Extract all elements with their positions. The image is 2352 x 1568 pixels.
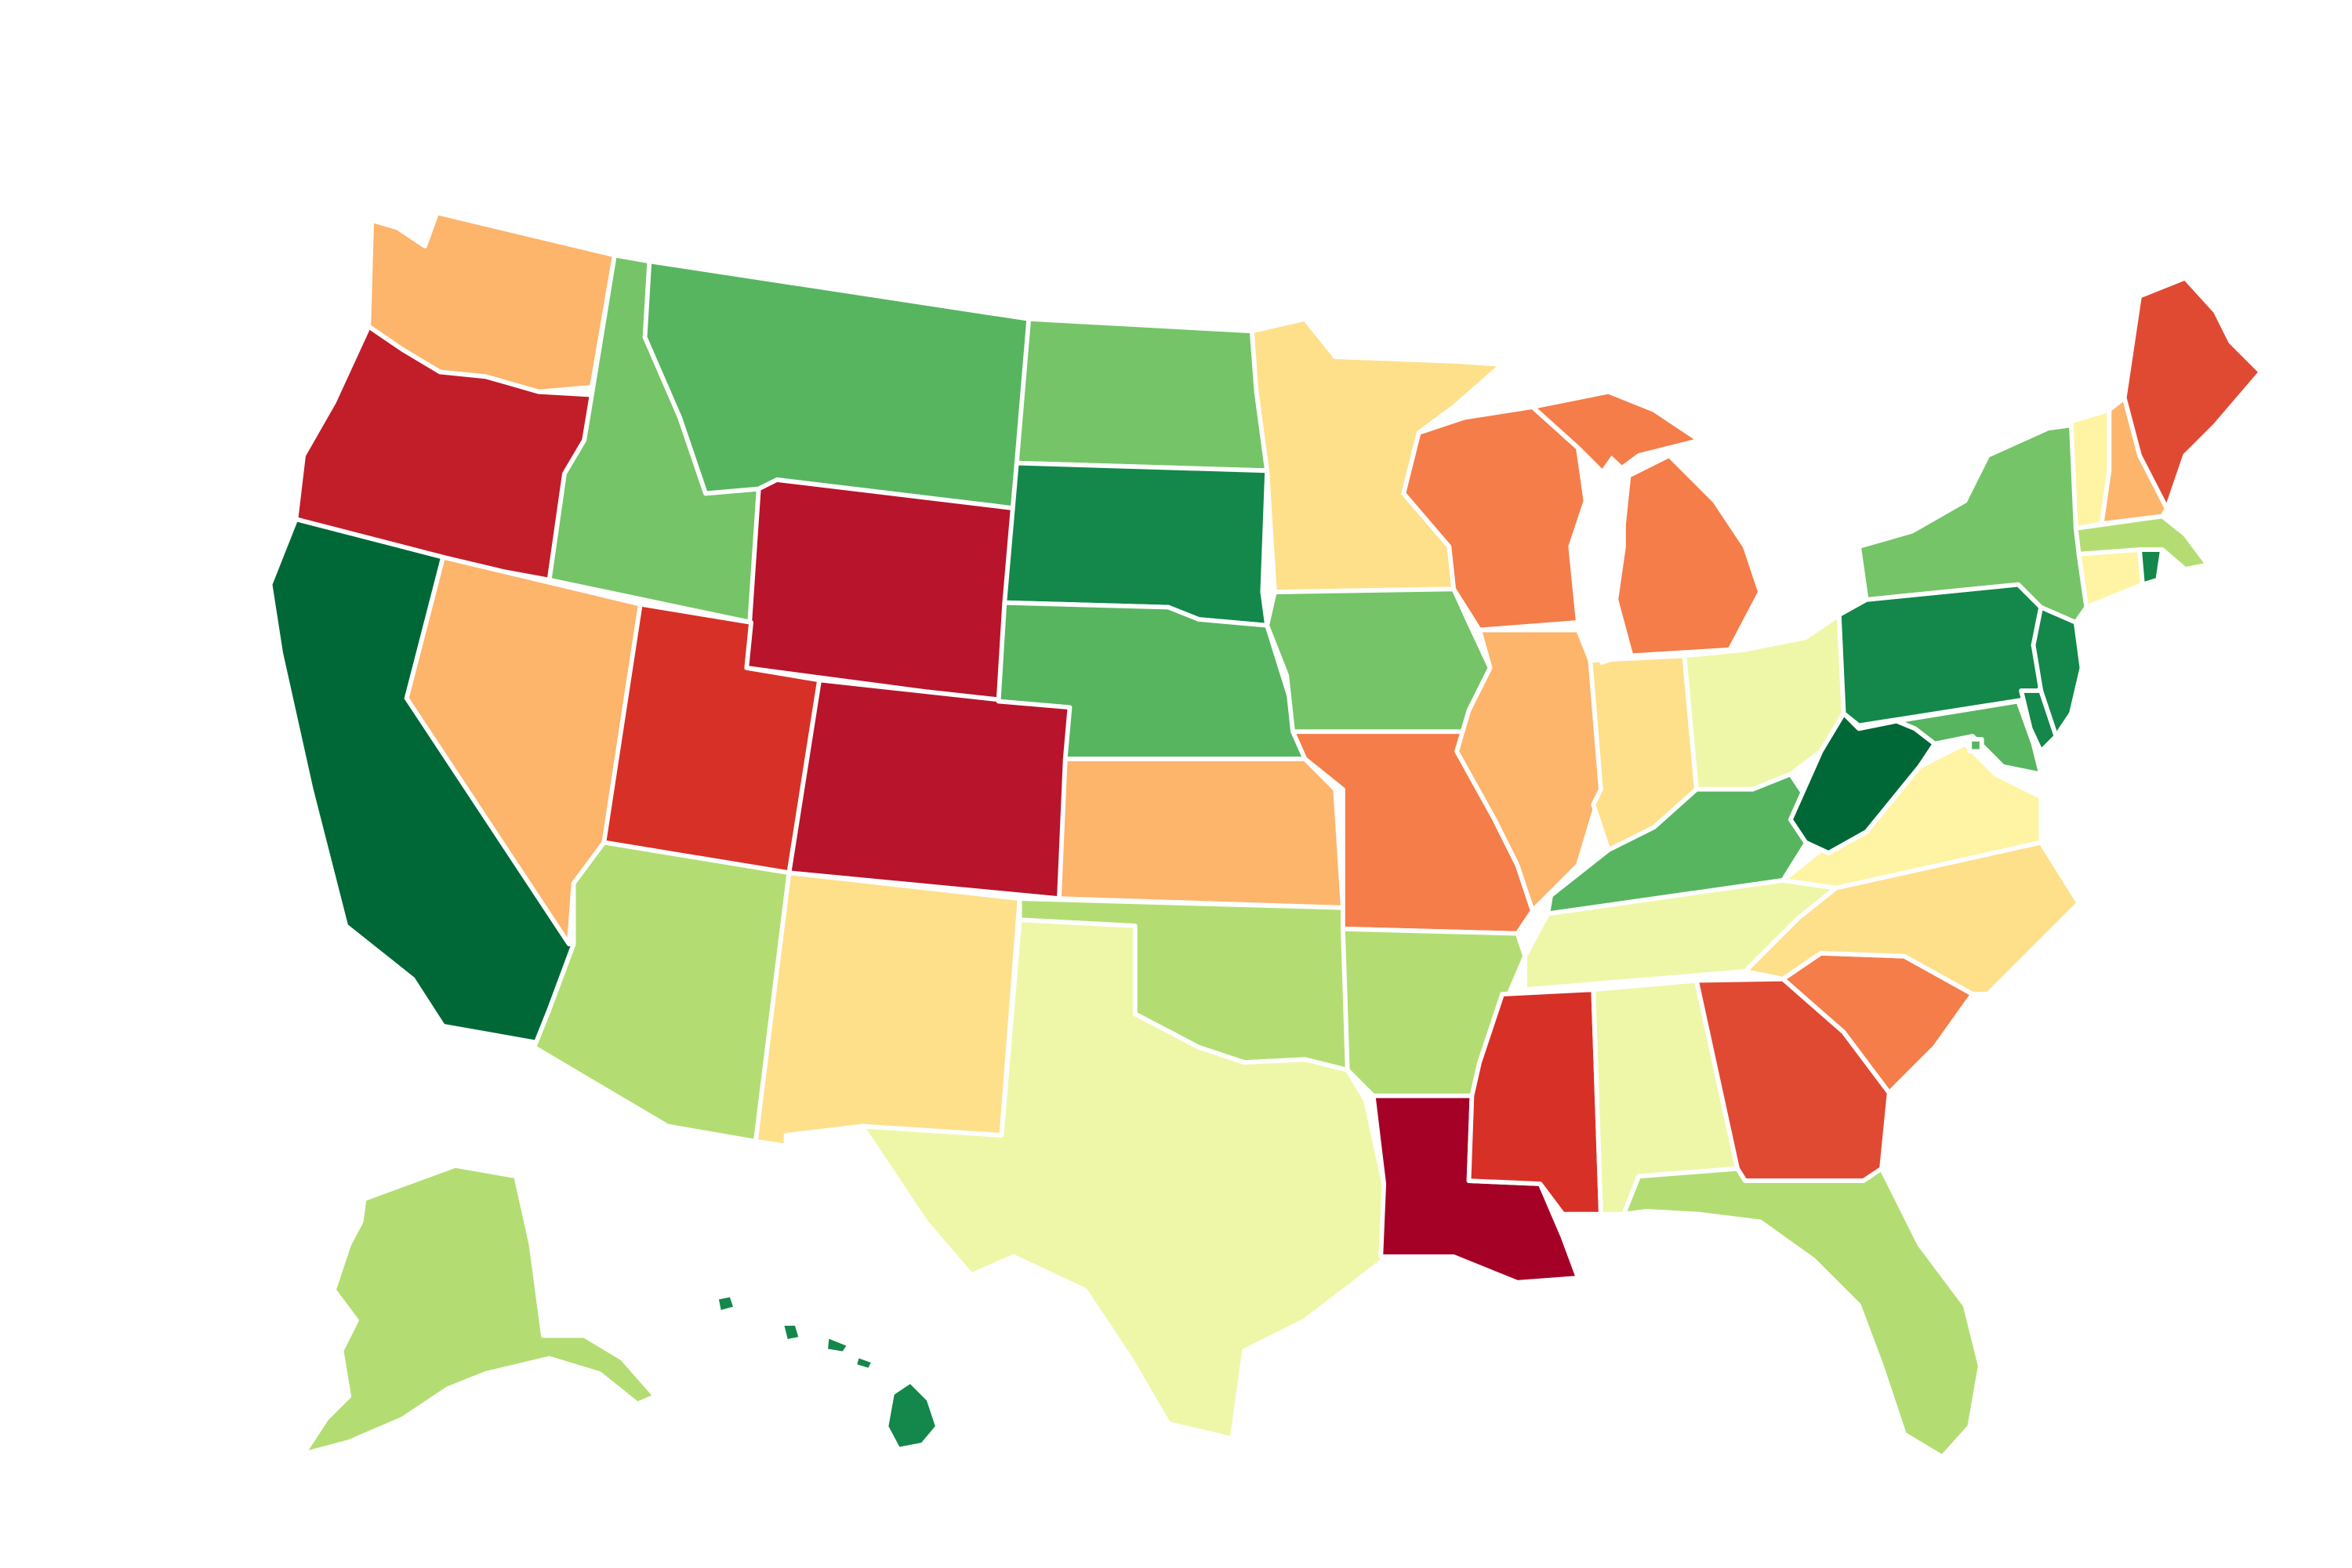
state-alaska[interactable] <box>301 1163 659 1457</box>
state-rhode-island[interactable] <box>2137 547 2165 587</box>
state-wyoming[interactable] <box>744 477 1019 704</box>
state-maryland[interactable] <box>1894 699 2044 777</box>
state-new-mexico[interactable] <box>753 870 1022 1149</box>
state-colorado[interactable] <box>786 677 1073 902</box>
states-layer <box>267 210 2263 1460</box>
state-connecticut[interactable] <box>2076 547 2145 610</box>
state-delaware[interactable] <box>2019 688 2059 754</box>
state-maine[interactable] <box>2122 275 2263 511</box>
great-lakes <box>1575 455 1632 666</box>
state-new-jersey[interactable] <box>2031 604 2085 739</box>
state-texas[interactable] <box>859 917 1387 1442</box>
state-district-of-columbia[interactable] <box>1967 737 1984 754</box>
state-kansas[interactable] <box>1057 757 1345 910</box>
state-massachusetts[interactable] <box>2073 514 2211 572</box>
state-iowa[interactable] <box>1265 586 1493 735</box>
state-hawaii[interactable] <box>713 1292 941 1452</box>
lake-michigan <box>1575 455 1632 666</box>
state-north-carolina[interactable] <box>1742 840 2082 996</box>
state-montana[interactable] <box>642 259 1032 511</box>
state-florida[interactable] <box>1621 1166 1983 1460</box>
state-arizona[interactable] <box>532 840 792 1144</box>
state-south-dakota[interactable] <box>1002 460 1270 628</box>
state-north-dakota[interactable] <box>1014 316 1270 474</box>
state-wisconsin[interactable] <box>1401 405 1588 633</box>
